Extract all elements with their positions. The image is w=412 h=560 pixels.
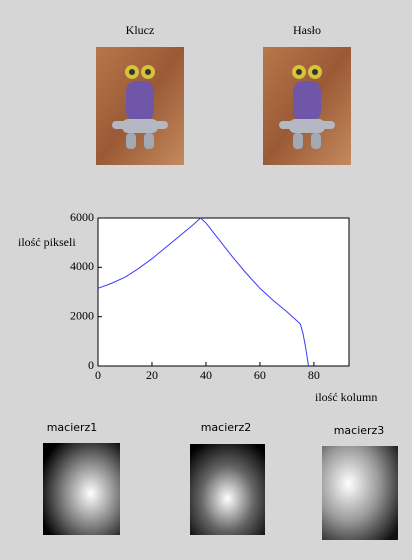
y-tick-label: 0 — [88, 358, 94, 372]
page: Klucz Hasło ilość pikseli ilość kolumn 0… — [0, 0, 412, 560]
x-tick-label: 0 — [95, 368, 101, 382]
password-image — [263, 47, 351, 165]
x-tick-label: 40 — [200, 368, 212, 382]
y-tick-label: 2000 — [70, 308, 94, 322]
x-tick-label: 20 — [146, 368, 158, 382]
matrix-image — [322, 446, 398, 540]
plot-area — [98, 218, 349, 366]
image-label: Klucz — [126, 23, 155, 37]
x-tick-label: 80 — [308, 368, 320, 382]
x-axis-label: ilość kolumn — [315, 390, 377, 404]
matrix-image — [190, 444, 265, 535]
matrix-label: macierz3 — [334, 424, 385, 437]
y-axis-label: ilość pikseli — [18, 235, 76, 249]
chart: ilość pikseli ilość kolumn 0 20 40 60 80 0 200… — [18, 210, 377, 404]
matrix-label: macierz1 — [47, 421, 98, 434]
matrix-label: macierz2 — [201, 421, 252, 434]
x-tick-label: 60 — [254, 368, 266, 382]
y-tick-label: 6000 — [70, 210, 94, 224]
matrix-image — [43, 443, 120, 535]
y-tick-label: 4000 — [70, 259, 94, 273]
image-label: Hasło — [293, 23, 321, 37]
figure-window: Klucz Hasło ilość pikseli ilość kolumn 0… — [0, 0, 412, 560]
key-image — [96, 47, 184, 165]
